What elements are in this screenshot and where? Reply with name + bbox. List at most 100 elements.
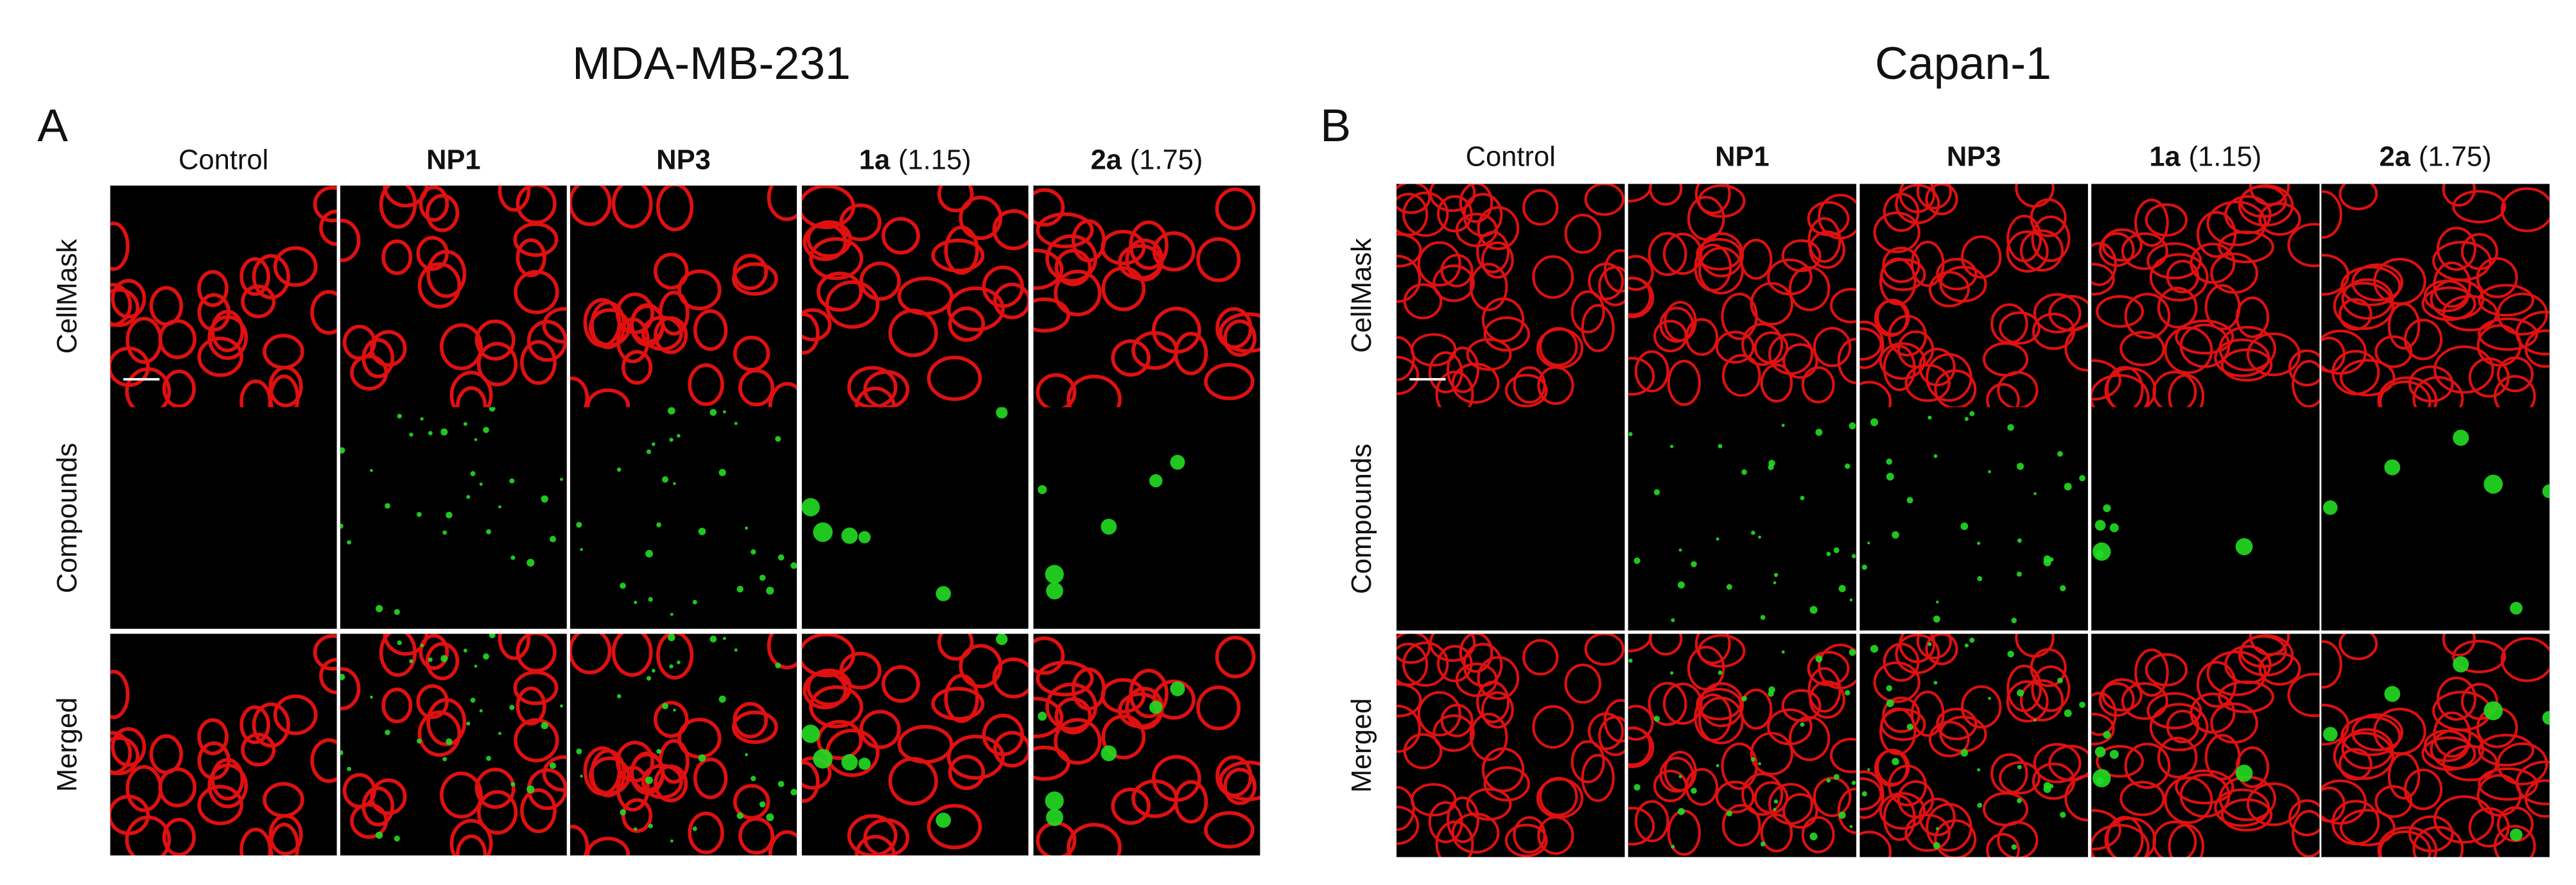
cell-outline [2105, 366, 2144, 408]
cell-outline [2436, 227, 2476, 271]
cell-outline [2433, 345, 2494, 394]
compound-spot [2235, 538, 2253, 556]
compound-spot [1726, 584, 1732, 590]
compound-spot [580, 775, 583, 778]
cell-outline [881, 217, 920, 255]
compound-spot [420, 417, 424, 421]
compound-spot [1964, 417, 1969, 421]
cell-outline [2436, 676, 2476, 721]
compound-spot [428, 431, 433, 436]
cell-outline [239, 257, 270, 296]
cell-outline [1741, 323, 1784, 366]
cell-outline [1054, 270, 1102, 316]
compound-spot [416, 738, 422, 744]
cell-outline [1628, 807, 1655, 846]
cell-outline [2196, 211, 2237, 258]
compound-spot [2043, 558, 2051, 567]
cell-outline [2121, 232, 2168, 270]
compound-spot [734, 648, 738, 652]
column-header: NP3 [1947, 141, 2001, 172]
compound-spot [2057, 451, 2063, 457]
compound-spot [2064, 483, 2072, 491]
cell-outline [2374, 785, 2413, 818]
panel: Capan-1 B Control NP1 NP3 1a (1.15) 2a (1.75) Cel… [1320, 38, 2550, 857]
cell-outline [768, 830, 797, 855]
compound-spot [2109, 523, 2119, 533]
compound-spot [646, 676, 652, 681]
cell-outline [847, 814, 898, 855]
cell-outline [2104, 817, 2157, 857]
compound-spot [446, 738, 453, 745]
cell-outline [2524, 329, 2550, 368]
cell-outline [2157, 736, 2198, 778]
compound-spot [1718, 670, 1723, 675]
compound-spot [409, 433, 413, 437]
compound-spot [1741, 469, 1747, 475]
compound-spot [560, 477, 563, 481]
compound-spot [2017, 538, 2022, 543]
cell-outline [2338, 633, 2378, 660]
cell-outline [2235, 746, 2270, 788]
cell-outline [654, 764, 688, 803]
compound-spot [1960, 522, 1969, 530]
micrograph-bg [2321, 407, 2550, 631]
cell-outline [1428, 801, 1463, 843]
cell-outline [2124, 293, 2171, 339]
compound-spot [397, 413, 402, 419]
compound-spot [669, 438, 674, 442]
cell-outline [513, 670, 559, 705]
cell-outline [693, 309, 728, 351]
compound-spot [1653, 716, 1660, 722]
panel-letter: A [37, 100, 68, 151]
cell-outline [768, 382, 797, 408]
compound-spot [1741, 696, 1747, 701]
cell-outline [1788, 716, 1831, 761]
column-header: NP1 [1715, 141, 1770, 172]
compound-spot [751, 775, 756, 782]
cell-outline [455, 386, 487, 408]
cell-outline [2149, 703, 2209, 752]
column-compound: NP1 [426, 145, 481, 176]
cell-outline [586, 388, 630, 408]
cell-outline [1111, 339, 1151, 377]
cell-outline [1396, 805, 1420, 845]
cell-outline [2288, 799, 2320, 837]
cell-outline [419, 633, 449, 670]
compound-spot [2484, 701, 2503, 721]
compound-spot [1760, 615, 1766, 620]
cell-outline [653, 252, 689, 290]
cell-outline [239, 379, 272, 408]
micrograph-bg [1396, 633, 1625, 857]
column-header: Control [1466, 141, 1556, 172]
cell-outline [1899, 633, 1936, 664]
cell-outline [2164, 776, 2213, 824]
compound-spot [1977, 576, 1983, 581]
compound-spot [936, 812, 952, 828]
cell-outline [542, 307, 567, 344]
compound-spot [347, 540, 351, 545]
cell-outline [2421, 286, 2476, 322]
compound-spot [2079, 701, 2085, 709]
cell-outline [2339, 809, 2396, 846]
cell-outline [2478, 767, 2538, 801]
cell-outline [2333, 282, 2395, 331]
cell-outline [2220, 348, 2273, 382]
compound-spot [2323, 500, 2338, 515]
compound-spot [645, 776, 653, 784]
compound-spot [510, 782, 516, 787]
cell-outline [937, 633, 974, 661]
cell-outline [2478, 284, 2535, 317]
cell-outline [2214, 338, 2270, 377]
compound-spot [376, 831, 383, 839]
compound-spot [1933, 680, 1938, 685]
cell-outline [2104, 367, 2157, 408]
cell-outline [2321, 786, 2345, 823]
compound-spot [1781, 650, 1785, 654]
cell-outline [2121, 682, 2168, 720]
compound-spot [775, 662, 781, 669]
cell-outline [733, 701, 768, 739]
micrograph [2091, 633, 2320, 857]
cell-outline [425, 642, 460, 680]
cell-outline [2096, 744, 2145, 778]
